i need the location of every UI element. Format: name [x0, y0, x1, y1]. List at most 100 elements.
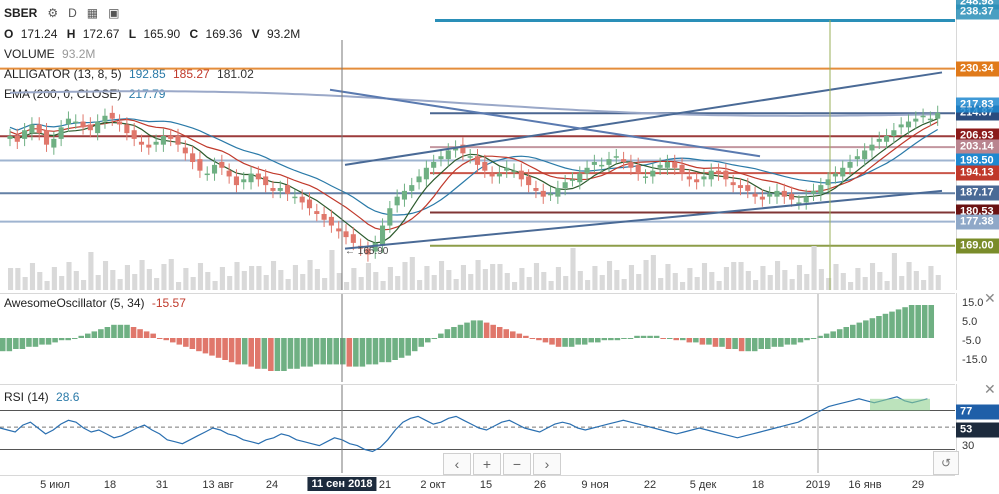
alligator-legend[interactable]: ALLIGATOR (13, 8, 5) 192.85 185.27 181.0…: [4, 67, 254, 81]
zoom-in-button[interactable]: +: [473, 453, 501, 475]
volume-bar: [884, 281, 890, 290]
symbol-label[interactable]: SBER: [4, 6, 38, 20]
chart-toolbar: SBER ⚙ D ▦ ▣: [4, 6, 119, 20]
ao-bar: [778, 338, 784, 347]
ema-line: [9, 90, 938, 117]
volume-bar: [417, 280, 423, 290]
ao-bar: [863, 320, 869, 338]
ao-bar: [457, 324, 464, 338]
candle-body: [613, 156, 619, 158]
scroll-back-button[interactable]: ‹: [443, 453, 471, 475]
ao-bar: [928, 305, 935, 338]
ao-bar: [13, 338, 19, 349]
volume-bar: [526, 277, 532, 290]
rsi-overbought-fill: [870, 398, 930, 411]
bar-chart-icon[interactable]: ▦: [86, 6, 99, 20]
ao-chart[interactable]: [0, 293, 955, 382]
price-tag: 198.50: [956, 153, 999, 169]
ao-bar: [921, 305, 928, 338]
ao-axis[interactable]: [956, 293, 999, 381]
alligator-jaw-value: 192.85: [128, 67, 166, 81]
scroll-forward-button[interactable]: ›: [533, 453, 561, 475]
volume-bar: [585, 280, 591, 290]
ao-tick-15: 15.0: [962, 297, 984, 309]
volume-bar: [789, 279, 795, 290]
trendline-ema: [329, 88, 761, 158]
volume-bar: [227, 276, 233, 290]
ao-bar: [791, 338, 797, 345]
ohlc-l-label: L: [128, 27, 137, 41]
volume-bar: [563, 276, 569, 290]
ao-bar: [797, 338, 804, 343]
volume-bar: [365, 263, 372, 290]
volume-bar: [599, 275, 605, 290]
ao-bar: [470, 320, 477, 338]
gear-icon[interactable]: ⚙: [47, 6, 59, 20]
ao-bar: [215, 338, 222, 358]
ao-legend[interactable]: AwesomeOscillator (5, 34) -15.57: [4, 296, 186, 310]
candle-body: [29, 124, 35, 134]
ao-bar: [614, 338, 621, 341]
candle-body: [591, 162, 597, 165]
candle-body: [774, 190, 780, 197]
candle-body: [22, 130, 28, 139]
volume-bar: [796, 265, 803, 290]
price-chart[interactable]: ← 165.90: [0, 0, 955, 290]
candle-body: [759, 196, 765, 200]
ao-bar: [810, 338, 817, 339]
ao-bar: [673, 338, 680, 341]
ao-bar: [503, 329, 510, 338]
volume-bar: [81, 280, 87, 290]
ao-bar: [85, 333, 91, 338]
candle-body: [701, 176, 707, 180]
ao-bar: [130, 327, 137, 338]
rsi-legend[interactable]: RSI (14) 28.6: [4, 390, 79, 404]
ao-bar: [78, 335, 85, 338]
volume-bar: [241, 271, 247, 290]
time-axis-label: 21: [378, 479, 392, 491]
alligator-jaw-line: [9, 118, 939, 216]
close-icon[interactable]: ✕: [984, 381, 996, 397]
ao-bar: [784, 338, 791, 345]
volume-bar: [877, 272, 883, 290]
time-axis[interactable]: 5 июл 18 31 13 авг 24 11 сен 2018 21 2 окт 15 26 9…: [0, 475, 955, 494]
candle-body: [599, 164, 605, 167]
rsi-tick-30: 30: [962, 440, 975, 452]
ohlc-v-value: 93.2M: [266, 27, 301, 41]
ao-bar: [326, 338, 333, 365]
candle-body: [810, 190, 817, 194]
rsi-chart[interactable]: [0, 384, 955, 473]
candle-body: [65, 118, 71, 125]
zoom-out-button[interactable]: −: [503, 453, 531, 475]
candle-body: [679, 164, 685, 174]
volume-legend[interactable]: VOLUME 93.2M: [4, 47, 95, 61]
ao-bar: [45, 338, 52, 345]
ao-bar: [575, 338, 581, 345]
candle-body: [686, 176, 692, 180]
volume-bar: [643, 260, 649, 290]
ao-bar: [222, 338, 228, 360]
volume-bar: [541, 272, 547, 290]
ao-bar: [699, 338, 706, 345]
candle-body: [299, 196, 305, 203]
candle-body: [847, 162, 853, 168]
volume-bar: [519, 268, 525, 290]
ao-tick-5: 5.0: [962, 316, 978, 328]
reset-icon[interactable]: ↺: [933, 451, 959, 475]
volume-bar: [270, 261, 277, 290]
ao-bar: [366, 338, 372, 365]
volume-bar: [351, 268, 357, 290]
volume-bar: [234, 262, 240, 290]
interval-button[interactable]: D: [68, 6, 77, 20]
ao-bar: [143, 331, 150, 338]
close-icon[interactable]: ✕: [984, 290, 996, 306]
snapshot-icon[interactable]: ▣: [108, 6, 120, 20]
candle-body: [321, 214, 327, 220]
ao-bar: [621, 338, 627, 339]
volume-bar: [409, 257, 415, 290]
volume-bar: [672, 273, 678, 290]
candle-body: [168, 136, 174, 139]
ao-bar: [712, 338, 719, 347]
candle-body: [474, 156, 481, 165]
ao-bar: [333, 338, 340, 365]
